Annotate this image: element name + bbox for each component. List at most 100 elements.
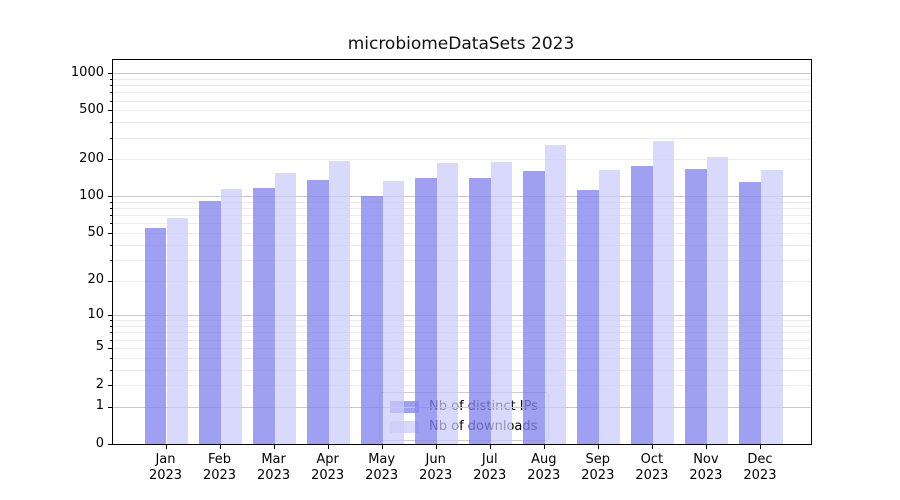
major-gridline (113, 406, 811, 408)
bar-nb-of-downloads-may (382, 181, 405, 444)
x-tick-mark (652, 445, 654, 449)
x-tick-label-month: Nov (693, 452, 719, 467)
bar-nb-of-downloads-oct (652, 140, 675, 444)
x-tick-label-year: 2023 (257, 468, 291, 483)
bar-nb-of-distinct-ips-feb (198, 201, 221, 444)
minor-gridline (113, 244, 811, 246)
y-minor-tick-mark (110, 326, 112, 328)
minor-gridline (113, 137, 811, 139)
chart-title: microbiomeDataSets 2023 (347, 34, 575, 54)
minor-gridline (113, 122, 811, 124)
y-minor-tick-mark (110, 244, 112, 246)
x-tick-label-year: 2023 (527, 468, 561, 483)
x-tick-label-month: May (368, 452, 396, 467)
minor-gridline (113, 369, 811, 371)
y-minor-tick-mark (110, 369, 112, 371)
x-tick-mark (598, 445, 600, 449)
y-minor-tick-mark (110, 347, 112, 349)
y-minor-tick-mark (110, 122, 112, 124)
y-tick-mark (108, 196, 112, 198)
y-tick-label: 500 (79, 101, 104, 117)
y-minor-tick-mark (110, 92, 112, 94)
bar-nb-of-downloads-feb (220, 188, 243, 444)
minor-gridline (113, 347, 811, 349)
x-tick-label: Feb 2023 (188, 452, 252, 484)
y-tick-label: 2 (95, 376, 104, 392)
y-tick-label: 200 (79, 150, 104, 166)
x-tick-label-month: Sep (585, 452, 611, 467)
x-tick-label-year: 2023 (148, 468, 183, 483)
x-tick-mark (490, 445, 492, 449)
minor-gridline (113, 385, 811, 387)
minor-gridline (113, 215, 811, 217)
major-gridline (113, 196, 811, 198)
bar-nb-of-distinct-ips-jan (144, 228, 167, 444)
y-minor-tick-mark (110, 137, 112, 139)
x-tick-label: Sep 2023 (566, 452, 630, 484)
minor-gridline (113, 320, 811, 322)
x-tick-mark (760, 445, 762, 449)
minor-gridline (113, 201, 811, 203)
minor-gridline (113, 332, 811, 334)
x-tick-label-month: Feb (208, 452, 232, 467)
y-tick-mark (108, 315, 112, 317)
x-tick-label: Jan 2023 (134, 452, 198, 484)
bar-nb-of-downloads-nov (706, 156, 729, 444)
minor-gridline (113, 259, 811, 261)
x-tick-mark (706, 445, 708, 449)
bar-nb-of-downloads-jan (166, 218, 189, 444)
y-minor-tick-mark (110, 201, 112, 203)
x-tick-label-month: Jan (155, 452, 176, 467)
minor-gridline (113, 92, 811, 94)
x-tick-mark (220, 445, 222, 449)
bar-nb-of-downloads-sep (598, 170, 621, 444)
bar-nb-of-distinct-ips-dec (739, 182, 761, 444)
x-tick-label-year: 2023 (635, 468, 669, 483)
x-tick-label-month: Dec (747, 452, 773, 467)
x-tick-label: Mar 2023 (242, 452, 306, 484)
minor-gridline (113, 223, 811, 225)
x-tick-label-month: Aug (531, 452, 557, 467)
x-tick-label: Jul 2023 (458, 452, 522, 484)
y-tick-mark (108, 73, 112, 75)
y-minor-tick-mark (110, 320, 112, 322)
y-tick-label: 1 (95, 398, 104, 414)
x-tick-mark (328, 445, 330, 449)
y-minor-tick-mark (110, 100, 112, 102)
y-tick-label: 20 (87, 272, 104, 288)
y-tick-label: 50 (87, 224, 104, 240)
minor-gridline (113, 85, 811, 87)
y-minor-tick-mark (110, 233, 112, 235)
y-minor-tick-mark (110, 215, 112, 217)
minor-gridline (113, 357, 811, 359)
x-tick-label-year: 2023 (743, 468, 777, 483)
y-tick-label: 10 (87, 306, 104, 322)
major-gridline (113, 73, 811, 75)
x-tick-label-month: Mar (261, 452, 286, 467)
bar-nb-of-distinct-ips-apr (307, 179, 329, 444)
y-tick-label: 1000 (70, 64, 104, 80)
bar-nb-of-distinct-ips-jul (469, 178, 491, 444)
y-minor-tick-mark (110, 159, 112, 161)
minor-gridline (113, 208, 811, 210)
minor-gridline (113, 159, 811, 161)
x-tick-mark (382, 445, 384, 449)
minor-gridline (113, 339, 811, 341)
bar-nb-of-distinct-ips-oct (631, 165, 653, 444)
y-tick-label: 5 (95, 339, 104, 355)
x-tick-label: Apr 2023 (296, 452, 360, 484)
y-tick-mark (108, 444, 112, 445)
x-tick-label: Oct 2023 (620, 452, 684, 484)
y-minor-tick-mark (110, 85, 112, 87)
minor-gridline (113, 280, 811, 282)
x-tick-mark (544, 445, 546, 449)
x-tick-mark (274, 445, 276, 449)
y-minor-tick-mark (110, 385, 112, 387)
y-minor-tick-mark (110, 208, 112, 210)
y-tick-label: 0 (95, 435, 104, 451)
y-minor-tick-mark (110, 259, 112, 261)
bar-nb-of-distinct-ips-aug (523, 171, 545, 444)
x-tick-label-year: 2023 (581, 468, 615, 483)
bar-nb-of-downloads-dec (760, 170, 783, 444)
